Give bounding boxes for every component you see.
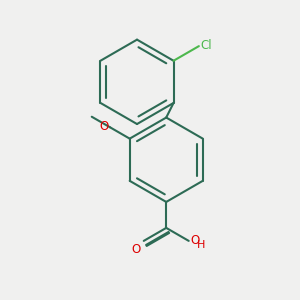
Text: O: O <box>131 242 140 256</box>
Text: O: O <box>100 120 109 133</box>
Text: O: O <box>190 234 199 247</box>
Text: Cl: Cl <box>200 39 212 52</box>
Text: H: H <box>197 240 205 250</box>
